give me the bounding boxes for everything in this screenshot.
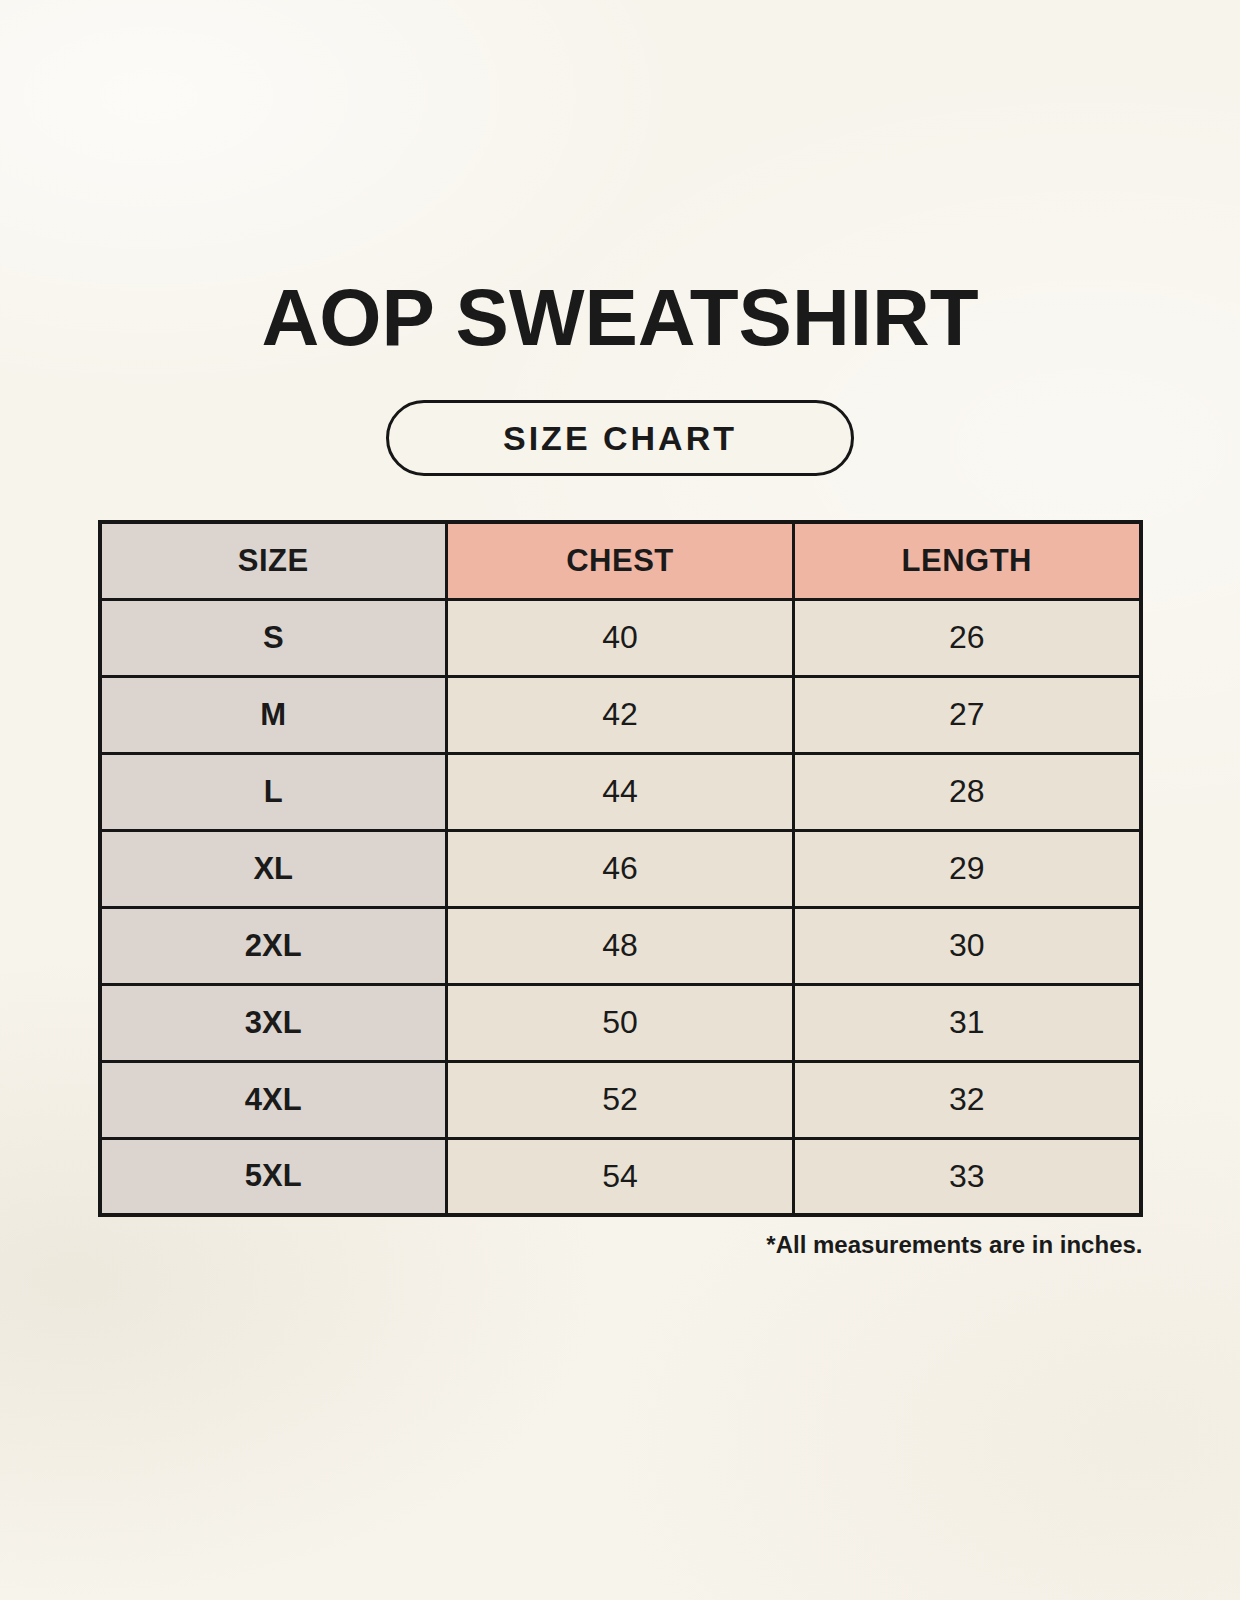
chest-value: 44 [447,753,794,830]
size-chart-badge: SIZE CHART [386,400,854,476]
table-row: 5XL 54 33 [100,1138,1141,1215]
row-label: S [100,599,447,676]
length-value: 32 [794,1061,1141,1138]
row-label: XL [100,830,447,907]
table-row: L 44 28 [100,753,1141,830]
chest-value: 40 [447,599,794,676]
page-title: AOP SWEATSHIRT [0,278,1240,358]
table-row: 4XL 52 32 [100,1061,1141,1138]
row-label: 5XL [100,1138,447,1215]
chest-value: 46 [447,830,794,907]
table-row: S 40 26 [100,599,1141,676]
row-label: 4XL [100,1061,447,1138]
length-value: 26 [794,599,1141,676]
table-row: 3XL 50 31 [100,984,1141,1061]
length-value: 31 [794,984,1141,1061]
chest-value: 48 [447,907,794,984]
chest-value: 54 [447,1138,794,1215]
length-value: 28 [794,753,1141,830]
row-label: 2XL [100,907,447,984]
header-cell-chest: CHEST [447,522,794,599]
header-cell-length: LENGTH [794,522,1141,599]
length-value: 27 [794,676,1141,753]
size-table-body: S 40 26 M 42 27 L 44 28 XL 46 29 2XL 48 … [100,599,1141,1215]
header-cell-size: SIZE [100,522,447,599]
row-label: M [100,676,447,753]
table-row: 2XL 48 30 [100,907,1141,984]
size-table-header: SIZE CHEST LENGTH [100,522,1141,599]
measurements-footnote: *All measurements are in inches. [98,1231,1143,1259]
row-label: 3XL [100,984,447,1061]
row-label: L [100,753,447,830]
chest-value: 52 [447,1061,794,1138]
length-value: 30 [794,907,1141,984]
table-row: M 42 27 [100,676,1141,753]
table-row: XL 46 29 [100,830,1141,907]
header-row: SIZE CHEST LENGTH [100,522,1141,599]
length-value: 33 [794,1138,1141,1215]
chest-value: 50 [447,984,794,1061]
size-table: SIZE CHEST LENGTH S 40 26 M 42 27 L 44 2… [98,520,1143,1217]
size-chart-badge-label: SIZE CHART [503,419,737,458]
chest-value: 42 [447,676,794,753]
length-value: 29 [794,830,1141,907]
